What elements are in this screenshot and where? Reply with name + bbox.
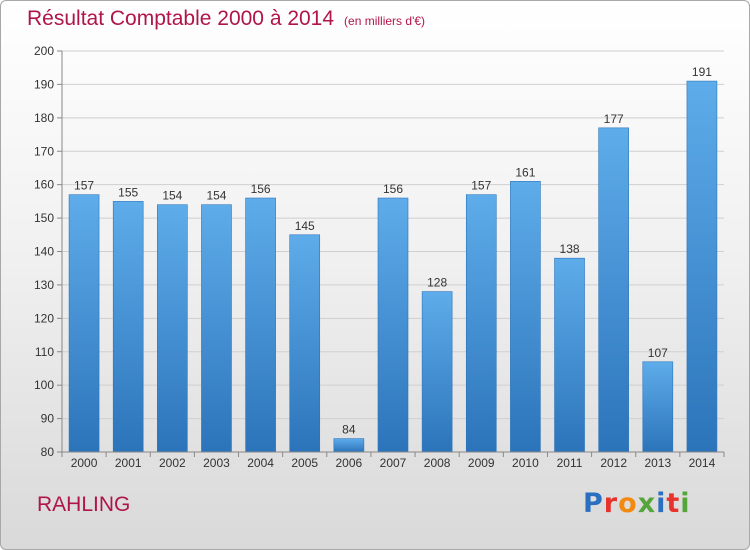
bar-value-label: 138: [560, 242, 580, 256]
y-tick-label: 100: [34, 378, 54, 392]
y-tick-label: 200: [34, 44, 54, 58]
logo-letter: r: [603, 488, 619, 519]
x-tick-label: 2005: [291, 456, 318, 470]
bar-value-label: 156: [251, 182, 271, 196]
logo-letter: P: [583, 488, 604, 519]
chart-subtitle: (en milliers d'€): [344, 14, 426, 28]
bar-value-label: 154: [206, 189, 226, 203]
y-tick-label: 140: [34, 245, 54, 259]
y-tick-label: 180: [34, 111, 54, 125]
y-tick-label: 90: [41, 412, 55, 426]
bar-value-label: 145: [295, 219, 315, 233]
x-tick-label: 2001: [115, 456, 142, 470]
x-tick-label: 2008: [424, 456, 451, 470]
bar: [289, 234, 321, 453]
x-tick-label: 2000: [71, 456, 98, 470]
y-tick-label: 150: [34, 211, 54, 225]
y-tick-label: 160: [34, 178, 54, 192]
x-tick-label: 2002: [159, 456, 186, 470]
bar-value-label: 191: [692, 65, 712, 79]
chart-title: Résultat Comptable 2000 à 2014: [27, 7, 335, 30]
bar: [598, 127, 629, 453]
bar-value-label: 84: [342, 423, 356, 437]
logo-letter: i: [680, 488, 691, 519]
bar: [333, 438, 365, 453]
bar-value-label: 154: [162, 189, 182, 203]
bar: [377, 197, 409, 453]
x-tick-label: 2010: [512, 456, 539, 470]
bar-value-label: 156: [383, 182, 403, 196]
bar-value-label: 161: [515, 165, 535, 179]
x-tick-label: 2003: [203, 456, 230, 470]
bar-value-label: 177: [604, 112, 624, 126]
logo-letter: i: [656, 488, 667, 519]
bar: [465, 194, 497, 453]
y-tick-label: 130: [34, 278, 54, 292]
y-tick-label: 110: [35, 345, 54, 359]
bar: [68, 194, 100, 453]
bar: [554, 257, 585, 453]
bar: [642, 361, 674, 453]
logo-letter: o: [618, 488, 638, 519]
bar-value-label: 107: [648, 346, 668, 360]
bar: [245, 197, 276, 453]
y-tick-label: 190: [34, 77, 54, 91]
x-tick-label: 2004: [247, 456, 274, 470]
proxiti-logo: Proxiti: [583, 488, 691, 519]
bar-value-label: 157: [471, 179, 491, 193]
bar: [421, 291, 453, 453]
x-tick-label: 2013: [644, 456, 671, 470]
place-name: RAHLING: [37, 493, 131, 516]
y-tick-label: 170: [34, 144, 54, 158]
y-tick-label: 120: [34, 311, 54, 325]
bar-value-label: 128: [427, 276, 447, 290]
chart-title-row: Résultat Comptable 2000 à 2014 (en millie…: [27, 7, 425, 31]
bar: [686, 80, 718, 453]
bar-value-label: 157: [74, 179, 94, 193]
x-tick-label: 2009: [468, 456, 495, 470]
x-tick-label: 2012: [600, 456, 627, 470]
bar: [157, 204, 188, 453]
bar: [112, 201, 144, 453]
x-tick-label: 2007: [380, 456, 407, 470]
bar-value-label: 155: [118, 185, 138, 199]
bar: [201, 204, 232, 453]
y-tick-label: 80: [41, 445, 55, 459]
logo-letter: x: [637, 488, 657, 519]
logo-letter: t: [666, 488, 681, 519]
x-tick-label: 2011: [557, 456, 583, 470]
x-tick-label: 2014: [689, 456, 716, 470]
x-tick-label: 2006: [336, 456, 363, 470]
bar: [510, 181, 541, 453]
